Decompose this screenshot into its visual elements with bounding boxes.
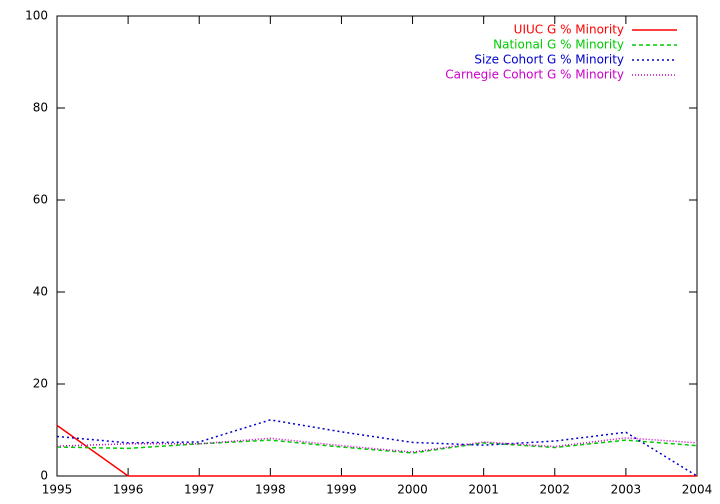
y-tick-label: 100 xyxy=(25,9,48,23)
y-tick-label: 80 xyxy=(33,101,48,115)
x-tick-label: 2000 xyxy=(397,483,428,497)
x-tick-label: 1999 xyxy=(326,483,357,497)
x-tick-label: 2002 xyxy=(540,483,571,497)
series-line xyxy=(56,419,698,477)
x-tick-label: 1995 xyxy=(42,483,73,497)
series-line xyxy=(56,439,698,454)
series-line xyxy=(56,437,698,453)
y-tick-label: 60 xyxy=(33,193,48,207)
legend-label: UIUC G % Minority xyxy=(514,23,624,37)
y-tick-label: 0 xyxy=(40,469,48,483)
series-line xyxy=(56,424,697,477)
plot-frame xyxy=(56,15,698,477)
x-tick-label: 1996 xyxy=(113,483,144,497)
legend-label: National G % Minority xyxy=(493,38,624,52)
y-tick-label: 40 xyxy=(33,285,48,299)
x-tick-label: 2003 xyxy=(611,483,642,497)
x-tick-label: 2001 xyxy=(468,483,499,497)
legend-label: Carnegie Cohort G % Minority xyxy=(445,68,624,82)
legend-label: Size Cohort G % Minority xyxy=(474,53,624,67)
x-tick-label: 1998 xyxy=(255,483,286,497)
y-tick-label: 20 xyxy=(33,377,48,391)
x-tick-label: 2004 xyxy=(682,483,713,497)
x-tick-label: 1997 xyxy=(184,483,215,497)
